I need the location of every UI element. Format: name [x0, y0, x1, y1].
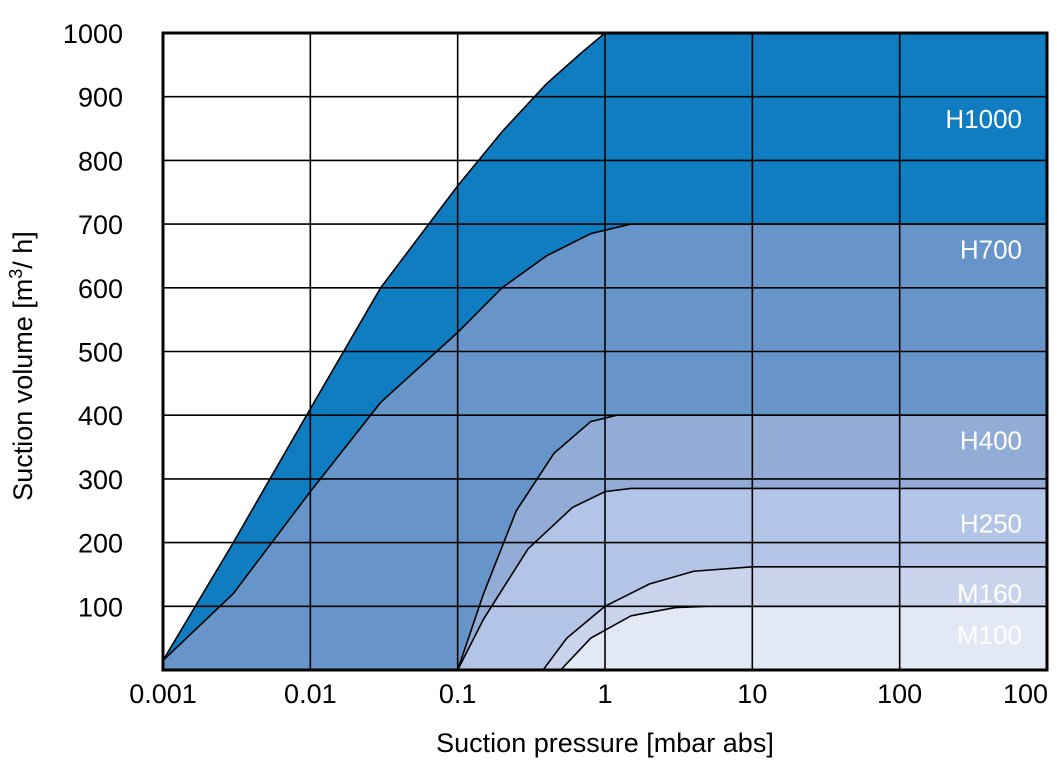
y-axis-title: Suction volume [m3/ h] — [6, 231, 38, 501]
x-tick-labels: 0.001 0.01 0.1 1 10 100 100 — [129, 679, 1048, 709]
y-axis-title-tail: / h] — [8, 231, 38, 269]
y-tick-label-1: 200 — [78, 529, 123, 559]
y-axis-title-superscript: 3 — [6, 269, 26, 279]
y-tick-label-6: 700 — [78, 210, 123, 240]
x-tick-label-0: 0.001 — [129, 679, 197, 709]
x-tick-label-6: 100 — [1003, 679, 1048, 709]
y-axis-title-main: Suction volume [m — [8, 279, 38, 501]
series-label-h1000: H1000 — [945, 104, 1022, 134]
x-tick-label-5: 100 — [877, 679, 922, 709]
x-tick-label-3: 1 — [597, 679, 612, 709]
series-label-m100: M100 — [957, 620, 1022, 650]
series-label-m160: M160 — [957, 579, 1022, 609]
x-tick-label-1: 0.01 — [284, 679, 337, 709]
y-tick-label-5: 600 — [78, 274, 123, 304]
plot-frame — [161, 31, 1049, 672]
series-label-h700: H700 — [960, 235, 1022, 265]
series-label-h400: H400 — [960, 426, 1022, 456]
y-tick-labels: 100 200 300 400 500 600 700 800 900 1000 — [63, 19, 123, 622]
y-tick-label-4: 500 — [78, 338, 123, 368]
y-tick-label-7: 800 — [78, 146, 123, 176]
y-tick-label-0: 100 — [78, 592, 123, 622]
series-labels: H1000 H700 H400 H250 M160 M100 — [945, 104, 1022, 650]
x-axis-title: Suction pressure [mbar abs] — [436, 728, 774, 758]
y-tick-label-3: 400 — [78, 401, 123, 431]
y-tick-label-9: 1000 — [63, 19, 123, 49]
x-tick-label-4: 10 — [737, 679, 767, 709]
x-tick-label-2: 0.1 — [439, 679, 477, 709]
y-tick-label-8: 900 — [78, 83, 123, 113]
series-label-h250: H250 — [960, 508, 1022, 538]
y-tick-label-2: 300 — [78, 465, 123, 495]
